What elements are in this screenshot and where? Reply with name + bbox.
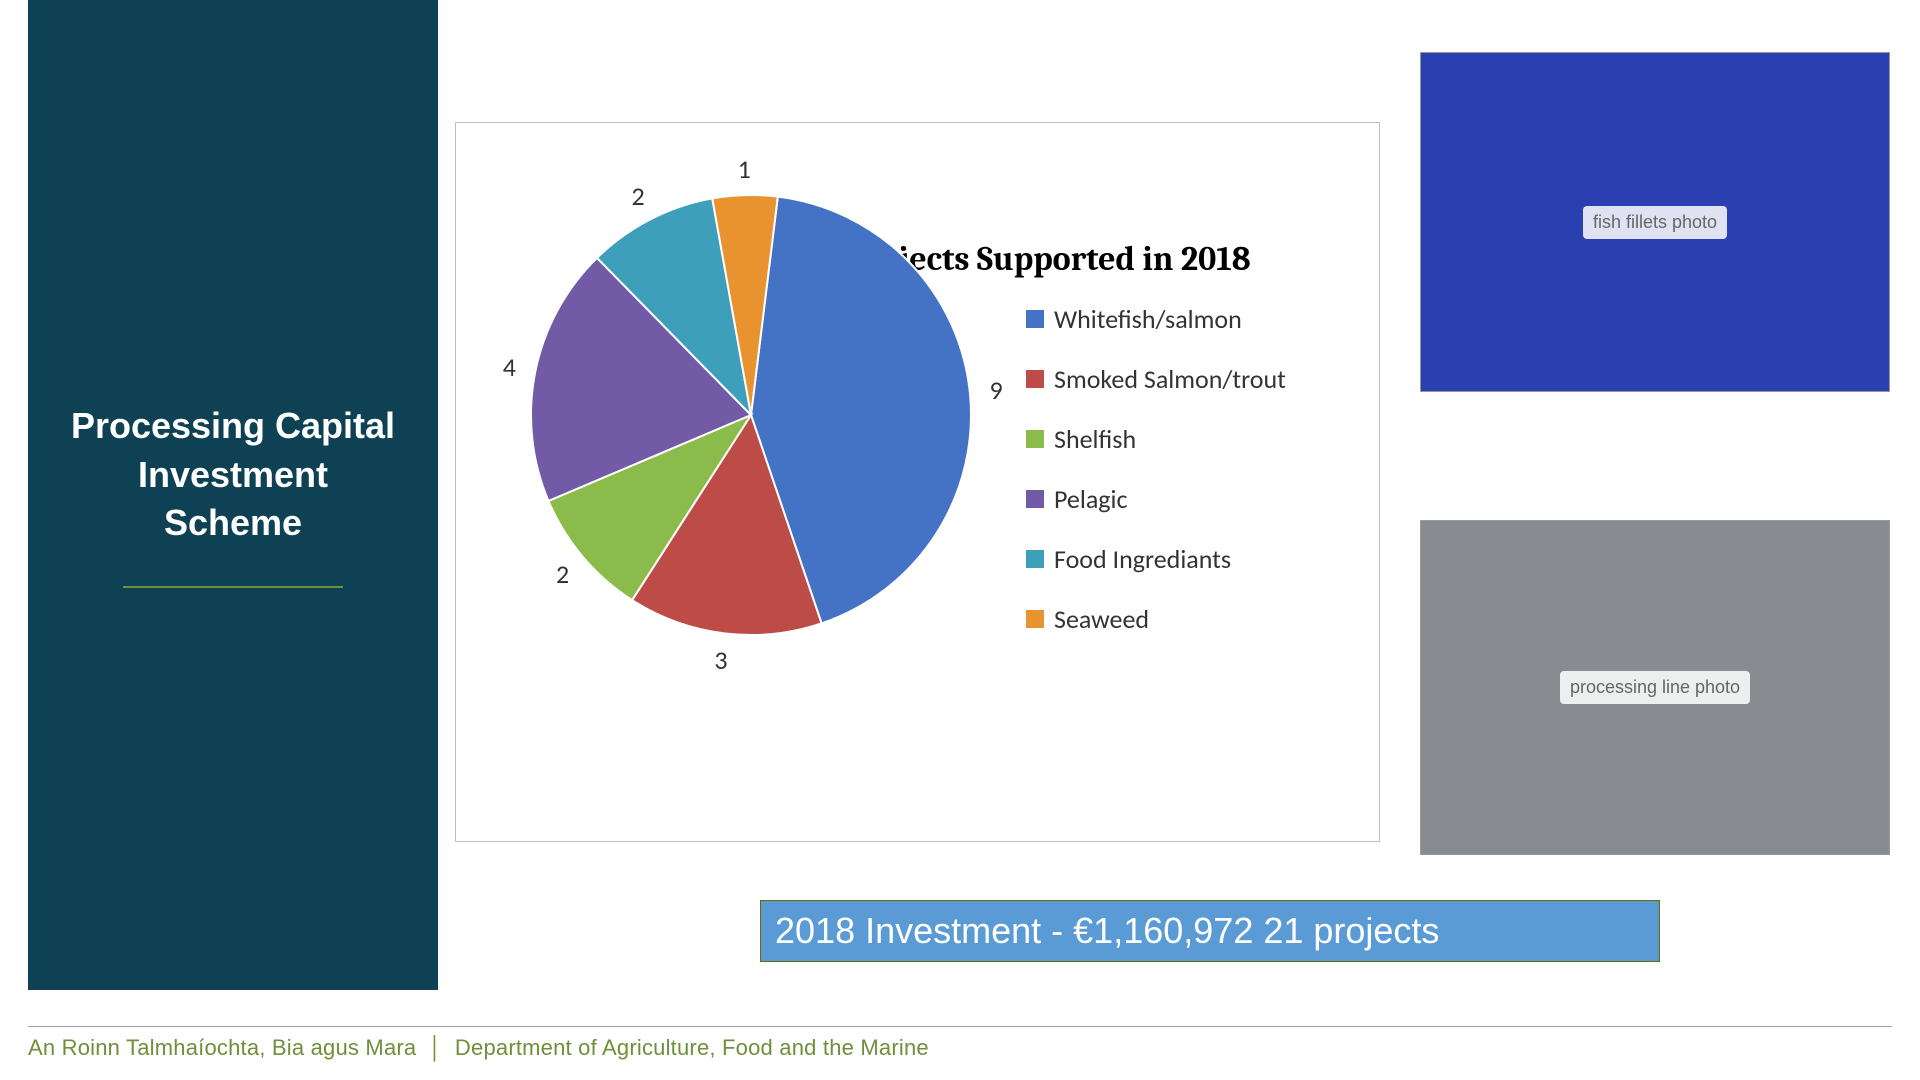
chart-panel: Projects Supported in 2018 932421 Whitef… bbox=[455, 122, 1380, 842]
footer-right: Department of Agriculture, Food and the … bbox=[455, 1035, 929, 1060]
slide: Processing Capital Investment Scheme Pro… bbox=[0, 0, 1920, 1080]
legend-swatch bbox=[1026, 430, 1044, 448]
footer: An Roinn Talmhaíochta, Bia agus Mara │ D… bbox=[28, 1026, 1892, 1061]
legend-swatch bbox=[1026, 610, 1044, 628]
legend-item: Shelfish bbox=[1026, 423, 1286, 455]
legend-label: Smoked Salmon/trout bbox=[1054, 363, 1286, 395]
sidebar-title-line: Processing Capital bbox=[71, 402, 395, 451]
legend-swatch bbox=[1026, 490, 1044, 508]
chart-legend: Whitefish/salmon Smoked Salmon/trout Shelf… bbox=[1026, 303, 1286, 635]
legend-item: Pelagic bbox=[1026, 483, 1286, 515]
legend-item: Smoked Salmon/trout bbox=[1026, 363, 1286, 395]
legend-label: Food Ingrediants bbox=[1054, 543, 1231, 575]
sidebar-title: Processing Capital Investment Scheme bbox=[71, 402, 395, 548]
investment-text: 2018 Investment - €1,160,972 21 projects bbox=[775, 910, 1439, 952]
pie-slice-label: 4 bbox=[503, 351, 516, 383]
pie-slice-label: 9 bbox=[990, 374, 1003, 406]
sidebar-panel: Processing Capital Investment Scheme bbox=[28, 0, 438, 990]
legend-item: Whitefish/salmon bbox=[1026, 303, 1286, 335]
image-placeholder-bottom: processing line photo bbox=[1420, 520, 1890, 855]
legend-swatch bbox=[1026, 370, 1044, 388]
legend-item: Seaweed bbox=[1026, 603, 1286, 635]
footer-left: An Roinn Talmhaíochta, Bia agus Mara bbox=[28, 1035, 416, 1060]
legend-label: Pelagic bbox=[1054, 483, 1127, 515]
legend-label: Shelfish bbox=[1054, 423, 1136, 455]
image-placeholder-label: fish fillets photo bbox=[1583, 206, 1727, 239]
sidebar-title-line: Scheme bbox=[71, 499, 395, 548]
pie-slice-label: 3 bbox=[714, 644, 727, 676]
legend-item: Food Ingrediants bbox=[1026, 543, 1286, 575]
pie-slice-label: 1 bbox=[738, 153, 751, 185]
footer-divider: │ bbox=[429, 1035, 443, 1060]
pie-chart: 932421 bbox=[531, 195, 971, 635]
legend-swatch bbox=[1026, 310, 1044, 328]
sidebar-title-line: Investment bbox=[71, 451, 395, 500]
legend-label: Whitefish/salmon bbox=[1054, 303, 1242, 335]
image-placeholder-top: fish fillets photo bbox=[1420, 52, 1890, 392]
legend-label: Seaweed bbox=[1054, 603, 1149, 635]
investment-banner: 2018 Investment - €1,160,972 21 projects bbox=[760, 900, 1660, 962]
image-placeholder-label: processing line photo bbox=[1560, 671, 1750, 704]
legend-swatch bbox=[1026, 550, 1044, 568]
sidebar-divider bbox=[123, 586, 343, 588]
